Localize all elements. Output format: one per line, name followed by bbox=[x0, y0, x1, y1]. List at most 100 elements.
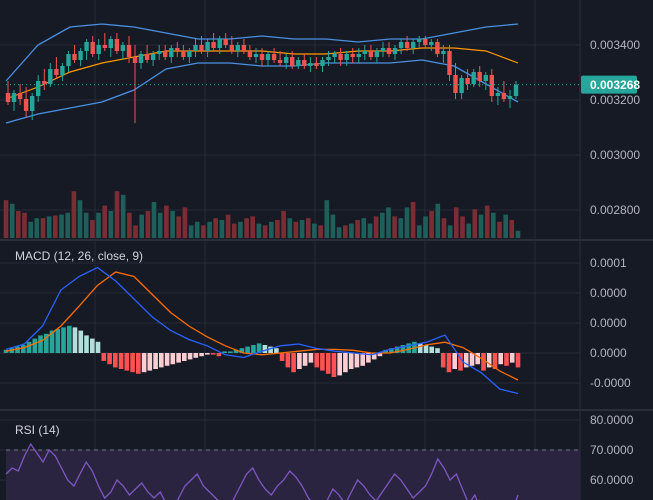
candle-body bbox=[447, 51, 452, 75]
candle-body bbox=[36, 81, 41, 96]
macd-histogram-bar bbox=[78, 330, 84, 353]
macd-histogram-bar bbox=[291, 353, 296, 373]
macd-histogram-bar bbox=[193, 353, 199, 358]
volume-bar bbox=[176, 216, 181, 238]
candle-body bbox=[42, 81, 47, 84]
volume-bar bbox=[497, 221, 502, 238]
candle-body bbox=[241, 45, 247, 51]
candle-body bbox=[290, 57, 295, 66]
volume-bar bbox=[275, 220, 280, 238]
macd-histogram-bar bbox=[233, 349, 239, 353]
volume-bar bbox=[398, 218, 404, 238]
macd-histogram-bar bbox=[124, 353, 130, 371]
candle-body bbox=[398, 42, 404, 48]
volume-bar bbox=[170, 211, 175, 238]
candle-body bbox=[277, 60, 283, 63]
macd-histogram-bar bbox=[337, 353, 342, 376]
macd-histogram-bar bbox=[406, 343, 411, 353]
volume-bar bbox=[28, 221, 33, 238]
candle-body bbox=[78, 51, 83, 60]
macd-histogram-bar bbox=[95, 341, 101, 353]
candle-body bbox=[229, 45, 234, 51]
macd-histogram-bar bbox=[509, 353, 515, 363]
macd-histogram-bar bbox=[199, 353, 204, 357]
candle-body bbox=[320, 60, 325, 66]
candle-body bbox=[96, 45, 101, 54]
candle-body bbox=[150, 54, 156, 60]
candle-body bbox=[193, 45, 198, 51]
candle-body bbox=[199, 45, 204, 51]
macd-histogram-bar bbox=[429, 346, 434, 353]
volume-bar bbox=[207, 221, 212, 238]
candle-body bbox=[169, 48, 174, 57]
volume-bar bbox=[151, 202, 157, 238]
candle-body bbox=[302, 60, 307, 66]
candle-body bbox=[507, 96, 513, 99]
volume-bar bbox=[90, 220, 95, 238]
volume-bar bbox=[114, 191, 120, 238]
price-axis-label: 0.003200 bbox=[590, 93, 640, 107]
candle-body bbox=[435, 42, 440, 54]
volume-bar bbox=[59, 214, 64, 238]
macd-histogram-bar bbox=[308, 353, 314, 363]
volume-bar bbox=[509, 220, 515, 238]
macd-histogram-bar bbox=[136, 353, 141, 374]
volume-bar bbox=[16, 211, 21, 238]
macd-histogram-bar bbox=[360, 353, 365, 366]
bollinger-lower-line bbox=[5, 59, 519, 124]
volume-bar bbox=[287, 218, 293, 238]
candle-body bbox=[175, 48, 180, 51]
candle-body bbox=[271, 54, 277, 60]
macd-histogram-bar bbox=[228, 351, 233, 353]
volume-bar bbox=[324, 200, 330, 238]
volume-bar bbox=[127, 212, 132, 238]
macd-histogram-bar bbox=[366, 353, 371, 363]
candle-body bbox=[465, 78, 470, 84]
macd-histogram-bar bbox=[187, 353, 193, 360]
volume-bar bbox=[454, 207, 459, 238]
candle-body bbox=[48, 69, 53, 84]
macd-histogram-bar bbox=[274, 348, 279, 353]
volume-bar bbox=[182, 207, 188, 238]
volume-bar bbox=[281, 211, 286, 238]
candle-body bbox=[332, 54, 337, 57]
candle-body bbox=[108, 39, 113, 48]
volume-bar bbox=[367, 223, 373, 238]
macd-histogram-bar bbox=[176, 353, 181, 363]
macd-histogram-bar bbox=[262, 345, 268, 353]
macd-histogram-bar bbox=[331, 353, 337, 377]
candle-body bbox=[259, 54, 265, 60]
macd-histogram-bar bbox=[314, 353, 319, 368]
candle-body bbox=[338, 54, 343, 60]
volume-bar bbox=[447, 225, 453, 238]
rsi-axis-label: 70.0000 bbox=[590, 443, 634, 457]
candle-body bbox=[114, 39, 120, 51]
macd-histogram-bar bbox=[400, 345, 406, 353]
volume-bar bbox=[238, 221, 243, 238]
macd-legend: MACD (12, 26, close, 9) bbox=[15, 249, 144, 263]
macd-axis-label: 0.0000 bbox=[590, 316, 627, 330]
candle-body bbox=[471, 72, 476, 84]
macd-histogram-bar bbox=[90, 338, 95, 353]
macd-histogram-bar bbox=[383, 349, 388, 353]
macd-signal-line bbox=[5, 271, 519, 381]
macd-histogram-bar bbox=[354, 353, 360, 368]
volume-bar bbox=[318, 225, 323, 238]
volume-bar bbox=[65, 212, 70, 238]
volume-bar bbox=[225, 214, 231, 238]
candle-body bbox=[157, 51, 162, 54]
volume-bar bbox=[404, 207, 410, 238]
macd-histogram-bar bbox=[348, 353, 354, 369]
volume-bar bbox=[349, 223, 354, 238]
candle-body bbox=[441, 51, 446, 54]
candle-body bbox=[60, 66, 65, 75]
macd-histogram-bar bbox=[435, 348, 440, 353]
rsi-legend: RSI (14) bbox=[15, 423, 60, 437]
volume-bar bbox=[410, 202, 416, 238]
volume-bar bbox=[484, 205, 490, 238]
volume-bar bbox=[40, 218, 46, 238]
volume-bar bbox=[293, 221, 299, 238]
macd-histogram-bar bbox=[55, 329, 61, 353]
candle-body bbox=[181, 51, 186, 57]
